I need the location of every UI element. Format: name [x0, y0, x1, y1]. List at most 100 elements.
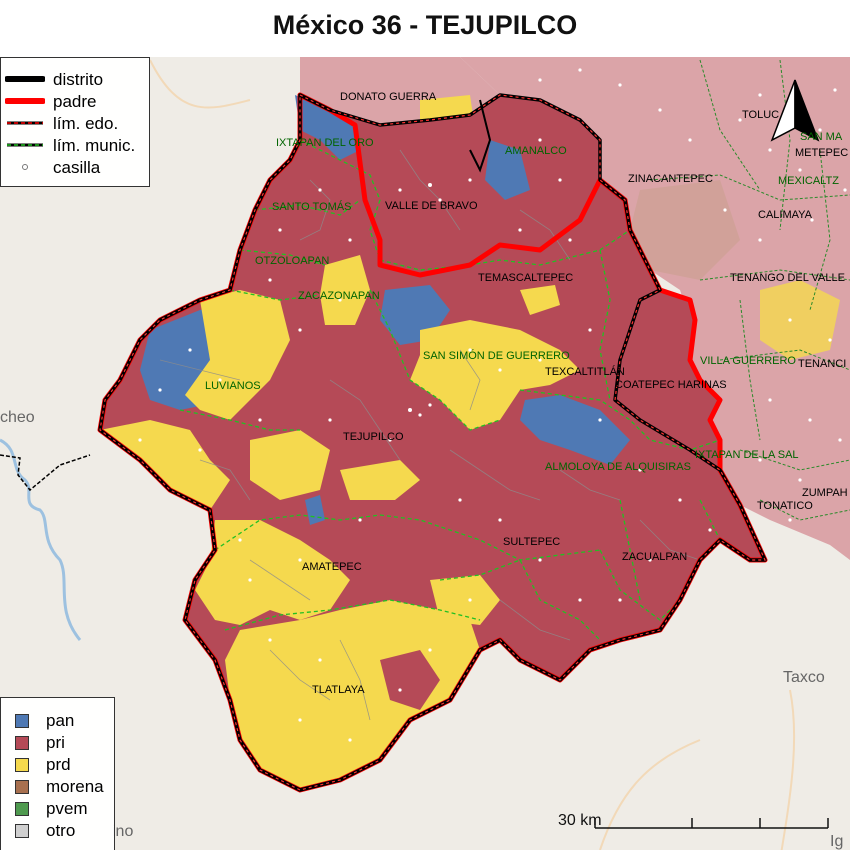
basemap-label-taxco: Taxco [783, 669, 825, 686]
page-title: México 36 - TEJUPILCO [272, 10, 578, 40]
north-arrow-icon [770, 79, 820, 142]
prd-area-center [340, 460, 420, 500]
legend-row-lim-munic: lím. munic. [1, 134, 149, 156]
legend-label-otro: otro [46, 821, 76, 840]
legend-parties: pan pri prd morena pvem otro [0, 697, 115, 850]
legend-row-pan: pan [1, 710, 114, 732]
label-amatepec: AMATEPEC [302, 561, 362, 573]
legend-row-prd: prd [1, 754, 114, 776]
neighbor-region-east [460, 57, 850, 560]
label-tenancingo: TENANCI [798, 358, 846, 370]
label-villa-guerrero: VILLA GUERRERO [700, 355, 796, 367]
label-ixtapan-de-la-sal: IXTAPAN DE LA SAL [695, 449, 799, 461]
legend-row-pri: pri [1, 732, 114, 754]
legend-label-morena: morena [46, 777, 104, 796]
label-mexicaltzingo: MEXICALTZ [778, 175, 839, 187]
neighbor-park [630, 180, 740, 280]
legend-symbol-distrito [5, 76, 45, 82]
legend-label-lim-edo: lím. edo. [53, 114, 119, 133]
neighbor-muni-lines [649, 59, 850, 521]
prd-area-west [185, 290, 290, 420]
legend-label-pvem: pvem [46, 799, 88, 818]
road-1 [149, 59, 251, 109]
legend-symbol-casilla [22, 164, 28, 170]
district-inner-line [469, 99, 492, 173]
district-muni-lines [179, 139, 721, 641]
prd-area-luvianos-south [100, 420, 230, 510]
district-casillas [138, 138, 712, 742]
label-donato-guerra: DONATO GUERRA [340, 91, 437, 103]
legend-row-padre: padre [1, 90, 149, 112]
label-texcaltitlan: TEXCALTITLÁN [545, 365, 625, 378]
label-temascaltepec: TEMASCALTEPEC [478, 272, 573, 284]
road-2 [780, 689, 796, 850]
label-tejupilco: TEJUPILCO [343, 431, 404, 443]
legend-label-pan: pan [46, 711, 75, 730]
scale-label: 30 km [558, 812, 602, 829]
label-luvianos: LUVIANOS [205, 380, 261, 392]
pan-area-ixtapan-del-oro [295, 95, 360, 160]
legend-swatch-pri [15, 736, 29, 750]
label-metepec: METEPEC [795, 147, 848, 159]
label-toluca: TOLUC [742, 109, 779, 121]
basemap-label-ino: ino [112, 823, 133, 840]
neighbor-prd-east [760, 280, 840, 360]
prd-area-tlatlaya [225, 600, 480, 790]
label-calimaya: CALIMAYA [758, 209, 813, 221]
legend-row-otro: otro [1, 820, 114, 842]
legend-symbol-padre [5, 98, 45, 104]
label-valle-de-bravo: VALLE DE BRAVO [385, 200, 478, 212]
legend-label-casilla: casilla [53, 158, 101, 177]
prd-area-tejupilco-south [250, 430, 330, 500]
road-3 [599, 739, 701, 850]
label-san-mateo: SAN MA [800, 131, 843, 143]
legend-row-morena: morena [1, 776, 114, 798]
label-san-simon: SAN SIMÓN DE GUERRERO [423, 349, 570, 362]
label-almoloya: ALMOLOYA DE ALQUISIRAS [545, 461, 691, 473]
neighbor-casillas [538, 68, 847, 522]
legend-row-lim-edo: lím. edo. [1, 112, 149, 134]
legend-swatch-otro [15, 824, 29, 838]
label-tenango-del-valle: TENANGO DEL VALLE [730, 272, 845, 284]
legend-label-lim-munic: lím. munic. [53, 136, 136, 155]
prd-area-zacazonapan [320, 255, 370, 325]
prd-area-amatepec [195, 520, 350, 625]
legend-lines: distrito padre lím. edo. lím. munic. cas… [0, 57, 150, 187]
label-otzoloapan: OTZOLOAPAN [255, 255, 329, 267]
legend-swatch-morena [15, 780, 29, 794]
legend-symbol-lim-edo [7, 121, 43, 125]
label-coatepec: COATEPEC HARINAS [615, 379, 727, 391]
label-zacazonapan: ZACAZONAPAN [298, 290, 380, 302]
section-lines [159, 149, 701, 721]
legend-swatch-prd [15, 758, 29, 772]
prd-area-temascaltepec [520, 285, 560, 315]
legend-swatch-pvem [15, 802, 29, 816]
label-tonatico: TONATICO [757, 500, 813, 512]
basemap-label-ig: Ig [830, 833, 843, 850]
district-boundary-dash [99, 94, 766, 791]
legend-swatch-pan [15, 714, 29, 728]
label-zinacantepec: ZINACANTEPEC [628, 173, 713, 185]
legend-symbol-lim-munic [7, 143, 43, 147]
label-ixtapan-del-oro: IXTAPAN DEL ORO [276, 137, 374, 149]
prd-area-san-simon [410, 320, 580, 430]
label-amanalco: AMANALCO [505, 145, 567, 157]
pan-area-amanalco [485, 140, 530, 200]
label-sultepec: SULTEPEC [503, 536, 560, 548]
legend-row-casilla: casilla [1, 156, 149, 178]
legend-label-distrito: distrito [53, 70, 104, 89]
legend-label-prd: prd [46, 755, 71, 774]
label-zacualpan: ZACUALPAN [622, 551, 687, 563]
label-tlatlaya: TLATLAYA [312, 684, 365, 696]
scale-bar [594, 818, 829, 829]
legend-label-padre: padre [53, 92, 97, 111]
label-santo-tomas: SANTO TOMÁS [272, 200, 351, 213]
pan-area-almoloya [520, 395, 630, 465]
label-zumpahuacan: ZUMPAH [802, 487, 848, 499]
legend-row-distrito: distrito [1, 68, 149, 90]
basemap-label-cheo: cheo [0, 409, 35, 426]
map-area[interactable]: DONATO GUERRA IXTAPAN DEL ORO AMANALCO Z… [0, 57, 850, 850]
map-svg: DONATO GUERRA IXTAPAN DEL ORO AMANALCO Z… [0, 57, 850, 850]
legend-row-pvem: pvem [1, 798, 114, 820]
